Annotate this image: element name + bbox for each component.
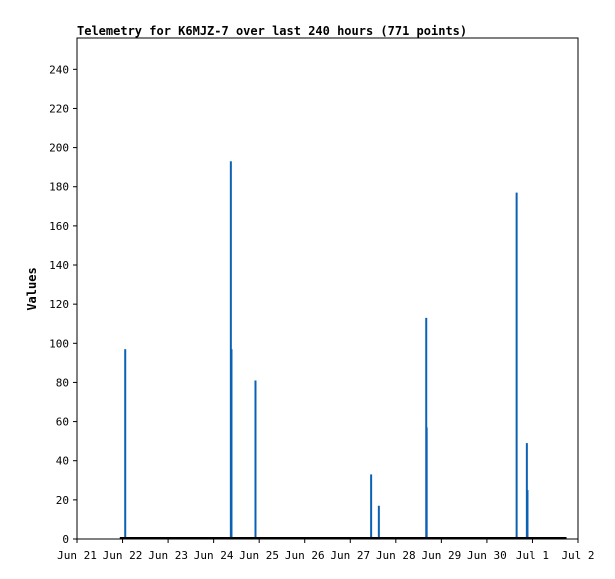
- x-tick-label: Jul 2: [561, 549, 594, 562]
- y-tick-label: 80: [56, 376, 69, 389]
- x-tick-label: Jun 26: [285, 549, 325, 562]
- x-tick-label: Jun 23: [148, 549, 188, 562]
- y-tick-label: 140: [49, 259, 69, 272]
- x-tick-label: Jun 24: [194, 549, 234, 562]
- y-tick-label: 240: [49, 63, 69, 76]
- y-tick-label: 60: [56, 416, 69, 429]
- chart-title: Telemetry for K6MJZ-7 over last 240 hour…: [77, 24, 467, 38]
- data-bar: [377, 505, 380, 539]
- y-tick-label: 20: [56, 494, 69, 507]
- y-axis-label: Values: [25, 267, 39, 310]
- y-tick-label: 0: [62, 533, 69, 546]
- data-bar: [370, 474, 373, 539]
- data-bar: [425, 427, 428, 539]
- y-tick-label: 200: [49, 142, 69, 155]
- y-axis: 0 20 40 60 80 100 120 140 160 180 200 220 240: [49, 63, 77, 546]
- data-bar: [515, 192, 518, 539]
- x-tick-label: Jun 21: [57, 549, 97, 562]
- plot-area: [76, 37, 579, 540]
- x-tick-label: Jun 30: [467, 549, 507, 562]
- x-tick-label: Jun 25: [239, 549, 279, 562]
- y-tick-label: 180: [49, 181, 69, 194]
- x-tick-label: Jun 29: [421, 549, 461, 562]
- x-tick-label: Jun 27: [330, 549, 370, 562]
- x-tick-label: Jun 28: [376, 549, 416, 562]
- data-bar: [254, 380, 257, 539]
- x-tick-label: Jul 1: [516, 549, 549, 562]
- data-bars: [124, 161, 529, 539]
- y-tick-label: 220: [49, 102, 69, 115]
- x-axis: Jun 21 Jun 22 Jun 23 Jun 24 Jun 25 Jun 26 Jun …: [57, 539, 595, 562]
- y-tick-label: 100: [49, 337, 69, 350]
- y-tick-label: 120: [49, 298, 69, 311]
- data-bar: [230, 349, 233, 539]
- x-tick-label: Jun 22: [103, 549, 143, 562]
- y-tick-label: 40: [56, 455, 69, 468]
- data-bar: [526, 490, 529, 539]
- data-bar: [124, 349, 127, 539]
- y-tick-label: 160: [49, 220, 69, 233]
